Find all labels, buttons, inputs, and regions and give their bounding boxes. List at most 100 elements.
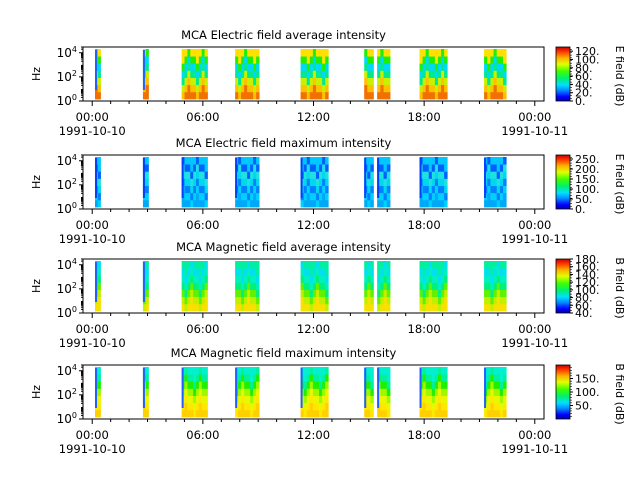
spectrogram-cell (315, 157, 320, 165)
spectrogram-cell (184, 91, 188, 100)
spectrogram-cell (253, 268, 257, 276)
spectrogram-cell (184, 289, 188, 298)
spectrogram-cell (422, 192, 427, 201)
colorbar-tick-label: 40. (575, 78, 593, 91)
spectrogram-cell (256, 77, 260, 86)
spectrogram-cell (322, 402, 326, 411)
spectrogram-cell (325, 192, 329, 201)
spectrogram-cell (428, 91, 433, 100)
spectrogram-cell (419, 84, 423, 93)
spectrogram-cell (496, 56, 501, 64)
spectrogram-cell (319, 409, 323, 418)
spectrogram-cell (441, 56, 445, 64)
spectrogram-cell (250, 289, 254, 298)
spectrogram-cell (241, 192, 245, 201)
spectrogram-cell (428, 199, 433, 208)
spectrogram-cell (428, 402, 433, 411)
spectrogram-cell (487, 199, 491, 208)
spectrogram-cell (325, 367, 329, 375)
spectrogram-cell (235, 261, 239, 269)
spectrogram-cell (380, 381, 384, 389)
spectrogram-cell (238, 84, 242, 93)
x-tick-label: 12:00 (297, 428, 330, 442)
spectrogram-cell (370, 185, 374, 194)
spectrogram-cell (367, 282, 371, 290)
spectrogram-cell (431, 84, 436, 93)
spectrogram-cell (325, 395, 329, 404)
spectrogram-cell (364, 70, 368, 78)
spectrogram-cell (386, 381, 391, 389)
spectrogram-cell (312, 395, 317, 404)
spectrogram-cell (309, 56, 314, 64)
spectrogram-cell (190, 63, 194, 71)
spectrogram-cell (303, 381, 308, 389)
spectrogram-cell (444, 49, 448, 57)
spectrogram-cell (437, 199, 442, 208)
y-tick-label: 104 (57, 257, 77, 272)
spectrogram-cell (325, 268, 329, 276)
spectrogram-cell (493, 282, 498, 290)
spectrogram-cell (322, 289, 326, 298)
spectrogram-cell (434, 402, 439, 411)
spectrogram-cell (306, 84, 311, 93)
spectrogram-cell (198, 178, 203, 186)
spectrogram-cell (325, 199, 329, 208)
spectrogram-cell (428, 164, 433, 172)
spectrogram-cell (303, 91, 308, 100)
spectrogram-cell (184, 77, 188, 86)
spectrogram-cell (490, 91, 494, 100)
spectrogram-cell (241, 178, 245, 186)
spectrogram-cell (428, 303, 433, 312)
spectrogram-cell (367, 171, 371, 179)
spectrogram-cell (198, 261, 203, 269)
spectrogram-cell (325, 275, 329, 283)
spectrogram-cell (437, 275, 442, 283)
spectrogram-cell (431, 289, 436, 298)
spectrogram-cell (386, 178, 391, 186)
spectrogram-cell (383, 296, 388, 305)
spectrogram-cell (190, 91, 194, 100)
spectrogram-cell (503, 164, 507, 172)
spectrogram-cell (198, 296, 203, 305)
spectrogram-cell (496, 388, 501, 396)
spectrogram-cell (309, 63, 314, 71)
spectrogram-cell (303, 178, 308, 186)
spectrogram-cell (425, 171, 430, 179)
spectrogram-cell (370, 70, 374, 78)
spectrogram-cell (428, 381, 433, 389)
colorbar-tick-label: 0. (575, 95, 586, 108)
spectrogram-cell (187, 303, 191, 312)
spectrogram-cell (309, 282, 314, 290)
panel-4: MCA Magnetic field maximum intensity 100 1… (30, 346, 626, 456)
spectrogram-cell (386, 77, 391, 86)
spectrogram-cell (253, 367, 257, 375)
spectrogram-cell (434, 77, 439, 86)
spectrogram-cell (312, 282, 317, 290)
spectrogram-cell (244, 199, 248, 208)
spectrogram-cell (490, 388, 494, 396)
spectrogram-cell (238, 70, 242, 78)
spectrogram-cell (309, 164, 314, 172)
spectrogram-cell (247, 56, 251, 64)
spectrogram-cell (247, 157, 251, 165)
spectrogram-cell (428, 171, 433, 179)
spectrogram-cell (437, 374, 442, 382)
spectrogram-cell (493, 303, 498, 312)
spectrogram-cell (204, 303, 208, 312)
spectrogram-cell (383, 91, 388, 100)
spectrogram-cell (256, 282, 260, 290)
spectrogram-cell (425, 261, 430, 269)
spectrogram-cell (196, 275, 200, 283)
spectrogram-cell (493, 171, 498, 179)
spectrogram-cell (441, 296, 445, 305)
spectrogram-cell (490, 381, 494, 389)
spectrogram-cell (380, 402, 384, 411)
spectrogram-cell (487, 91, 491, 100)
spectrogram-cell (244, 164, 248, 172)
spectrogram-cell (428, 409, 433, 418)
spectrogram-cell (496, 84, 501, 93)
spectrogram-cell (300, 282, 305, 290)
x-tick-label: 00:00 (76, 428, 109, 442)
spectrogram-cell (422, 199, 427, 208)
spectrogram-cell (386, 157, 391, 165)
